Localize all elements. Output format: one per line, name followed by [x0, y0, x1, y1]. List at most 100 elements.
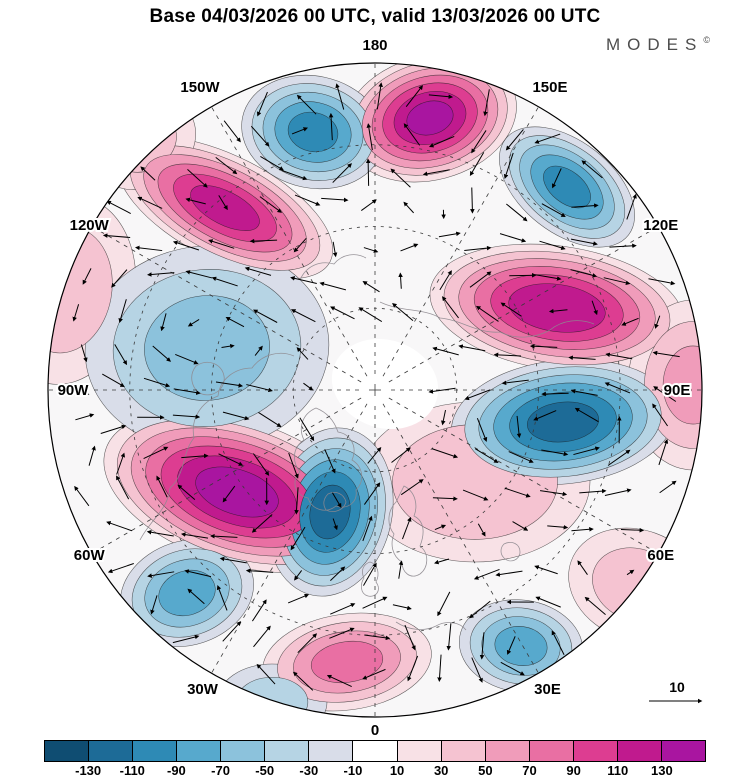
wind-arrow: [506, 636, 516, 655]
wind-arrow: [541, 203, 566, 217]
wind-arrow: [80, 344, 88, 363]
wind-arrow: [508, 451, 534, 463]
wind-arrow: [361, 199, 377, 211]
wind-arrow: [391, 447, 411, 463]
wind-arrow: [358, 307, 383, 323]
wind-arrow: [654, 315, 661, 329]
meridian-line: [388, 397, 659, 554]
wind-arrow: [428, 94, 454, 99]
wind-arrow: [653, 386, 677, 402]
wind-arrow: [464, 389, 491, 401]
wind-arrow: [495, 570, 523, 577]
meridian-line: [382, 403, 539, 674]
reference-arrow-label: 10: [669, 679, 685, 695]
wind-arrow: [652, 403, 669, 427]
wind-arrow: [574, 407, 599, 423]
colorbar-tick-label: -10: [343, 763, 363, 778]
colorbar-cell: [89, 741, 134, 761]
wind-arrow: [621, 317, 639, 326]
wind-arrow: [152, 345, 171, 362]
wind-arrow: [659, 480, 677, 494]
colorbar-cell: [397, 741, 442, 761]
colorbar-tick-label: -90: [166, 763, 186, 778]
wind-arrow: [535, 596, 561, 608]
wind-arrow: [626, 569, 635, 576]
meridian-line: [388, 226, 659, 383]
colorbar-cell: [661, 741, 705, 761]
wind-arrow: [509, 272, 537, 278]
wind-arrow: [577, 560, 588, 576]
wind-arrow: [362, 596, 388, 609]
wind-arrow: [541, 391, 569, 397]
wind-arrow: [252, 453, 270, 476]
wind-arrow: [175, 353, 199, 365]
colorbar-cell: [617, 741, 662, 761]
wind-arrow: [652, 350, 680, 358]
wind-arrow: [210, 533, 238, 539]
anomaly-contour: [309, 484, 351, 540]
wind-arrow: [173, 388, 201, 395]
wind-arrow: [187, 319, 200, 327]
wind-arrow: [648, 278, 676, 286]
wind-arrow: [568, 355, 596, 361]
wind-arrow: [573, 446, 600, 456]
anomaly-contour: [195, 466, 279, 518]
wind-arrow: [362, 515, 373, 542]
wind-arrow: [462, 489, 489, 501]
wind-arrow: [253, 625, 271, 648]
wind-arrow: [332, 241, 338, 258]
coastline: [323, 492, 347, 512]
wind-arrow: [185, 197, 206, 205]
colorbar-tick-label: 110: [607, 763, 629, 778]
colorbar-cell: [441, 741, 486, 761]
wind-arrow: [290, 276, 317, 285]
wind-arrow: [102, 233, 131, 238]
modes-logo-text: MODES: [606, 35, 704, 54]
wind-arrow: [402, 516, 412, 540]
wind-arrow: [493, 352, 522, 358]
wind-arrow: [287, 593, 310, 604]
wind-arrow: [500, 302, 522, 317]
wind-arrow: [441, 296, 459, 319]
wind-arrow: [253, 309, 278, 323]
wind-arrow: [218, 195, 228, 211]
wind-arrow: [603, 277, 631, 286]
wind-arrow: [332, 518, 338, 531]
wind-arrow: [534, 565, 558, 575]
wind-arrow: [432, 496, 458, 501]
wind-arrow: [75, 413, 95, 421]
wind-arrow: [548, 308, 568, 314]
colorbar-cell: [133, 741, 178, 761]
wind-arrow: [156, 475, 168, 498]
wind-arrow: [620, 527, 645, 533]
wind-arrows-layer: [71, 82, 680, 691]
colorbar-cell: [353, 741, 398, 761]
wind-arrow: [365, 158, 371, 186]
meridian-line: [91, 226, 362, 383]
wind-arrow: [446, 623, 452, 651]
wind-arrow: [428, 387, 456, 394]
wind-arrow: [329, 627, 355, 639]
colorbar-tick-label: 30: [433, 763, 449, 778]
wind-arrow: [88, 445, 96, 466]
colorbar-cell: [265, 741, 310, 761]
wind-arrow: [604, 382, 631, 394]
wind-arrow: [335, 83, 345, 110]
wind-arrow: [400, 479, 424, 496]
coastline: [379, 301, 595, 338]
wind-arrow: [140, 166, 156, 181]
wind-arrow: [185, 270, 213, 279]
wind-arrow: [147, 571, 175, 578]
wind-arrow: [475, 305, 499, 322]
wind-arrow: [539, 240, 566, 251]
wind-arrow: [477, 523, 486, 537]
wind-arrow: [398, 272, 403, 289]
wind-arrow: [223, 120, 241, 143]
wind-arrow: [250, 125, 270, 147]
wind-arrow: [215, 156, 238, 175]
wind-arrow: [428, 135, 455, 148]
wind-arrow: [474, 448, 499, 463]
wind-arrow: [469, 271, 492, 288]
wind-arrow: [473, 568, 500, 580]
